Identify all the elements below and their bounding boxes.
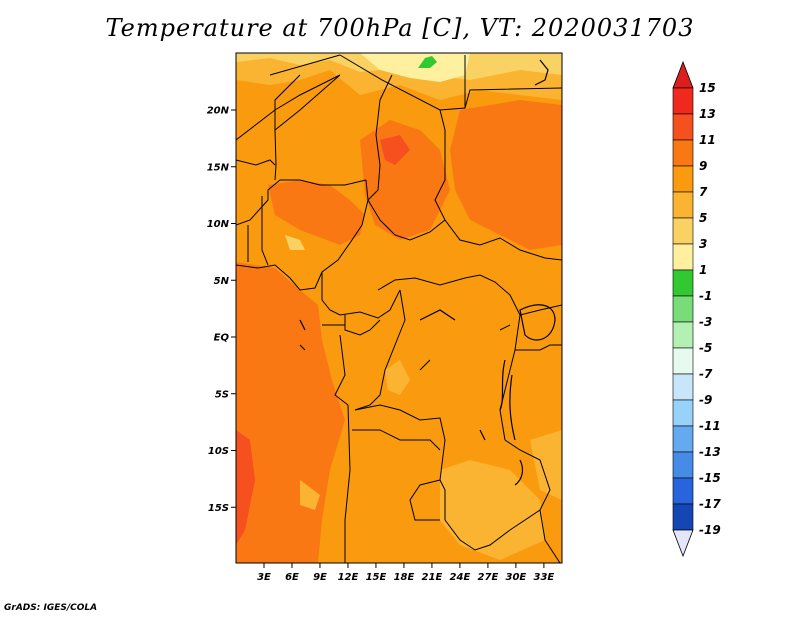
lon-tick-label: 27E [478,572,499,583]
colorbar-label: 7 [699,185,708,199]
colorbar-label: 3 [699,237,707,251]
lat-tick-label: 5N [214,276,230,287]
colorbar-segment [672,451,694,479]
lat-tick-label: 15N [207,162,230,173]
colorbar-segment [672,503,694,531]
map-title: Temperature at 700hPa [C], VT: 202003170… [105,14,695,42]
colorbar-label: -7 [699,367,713,381]
lon-tick-label: 6E [285,572,299,583]
map-frame [235,52,563,564]
colorbar-segment [672,321,694,349]
lat-tick-label: EQ [214,333,230,344]
colorbar-label: -19 [699,523,721,537]
lat-tick-label: 10S [208,446,229,457]
lon-tick-label: 18E [394,572,415,583]
colorbar-bottom-triangle [672,529,694,558]
lon-tick-label: 3E [257,572,271,583]
lat-tick-label: 5S [215,389,229,400]
colorbar-label: -1 [699,289,712,303]
lat-tick-label: 15S [208,503,229,514]
colorbar-segment [672,191,694,219]
lon-tick-label: 15E [366,572,387,583]
colorbar-segment [672,217,694,245]
lakes-coastline [299,59,556,486]
lat-tick-label: 20N [207,106,230,117]
lon-tick-label: 9E [313,572,327,583]
colorbar-label: -11 [699,419,721,433]
colorbar: 15 13 11 9 7 5 3 1 -1 -3 -5 -7 -9 -11 -13 -15 -17 -19 [672,60,721,558]
colorbar-top-triangle [672,60,694,89]
colorbar-segment [672,113,694,141]
temperature-field [236,53,562,563]
lon-tick-label: 12E [338,572,359,583]
lat-tick-label: 10N [207,219,230,230]
colorbar-segment [672,165,694,193]
grads-credit: GrADS: IGES/COLA [4,603,98,613]
lon-tick-label: 24E [450,572,471,583]
colorbar-label: -17 [699,497,721,511]
colorbar-segment [672,347,694,375]
colorbar-segment [672,477,694,505]
colorbar-label: 13 [699,107,716,121]
colorbar-segment [672,87,694,115]
lon-tick-label: 21E [422,572,443,583]
colorbar-segment [672,373,694,401]
colorbar-label: -9 [699,393,712,407]
latitude-axis: 20N 15N 10N 5N EQ 5S 10S 15S [207,106,236,514]
longitude-axis: 3E 6E 9E 12E 15E 18E 21E 24E 27E 30E 33E [257,563,554,583]
colorbar-label: 1 [699,263,707,277]
colorbar-segment [672,269,694,297]
colorbar-label: -5 [699,341,712,355]
lon-tick-label: 30E [506,572,527,583]
lon-tick-label: 33E [534,572,555,583]
country-borders [236,54,562,563]
colorbar-label: -15 [699,471,721,485]
colorbar-label: 9 [699,159,707,173]
colorbar-label: 15 [699,81,716,95]
colorbar-label: -3 [699,315,712,329]
colorbar-label: 11 [699,133,716,147]
colorbar-label: -13 [699,445,721,459]
colorbar-segment [672,243,694,271]
colorbar-segment [672,425,694,453]
colorbar-segment [672,399,694,427]
colorbar-segment [672,139,694,167]
colorbar-label: 5 [699,211,707,225]
colorbar-segment [672,295,694,323]
